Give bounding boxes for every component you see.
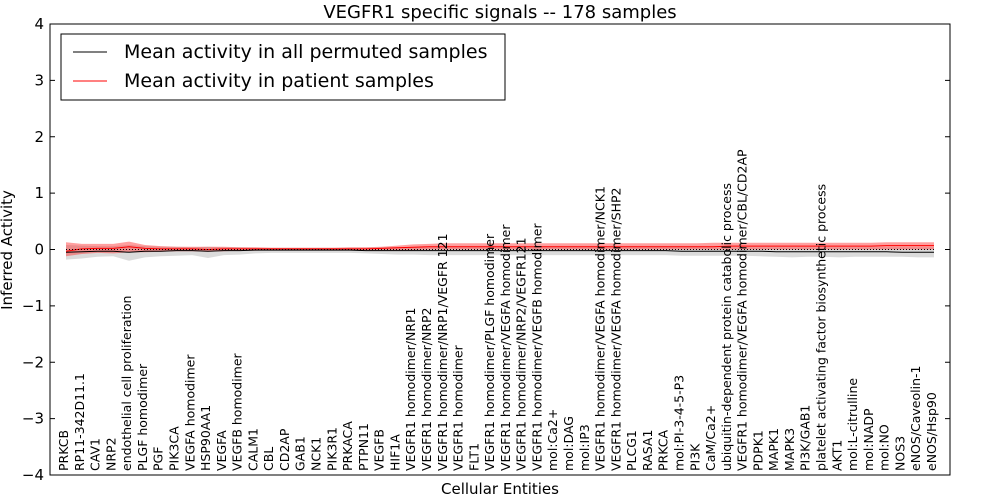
- x-category-label: ubiquitin-dependent protein catabolic pr…: [719, 183, 734, 471]
- series-line-permuted: [65, 249, 934, 253]
- x-category-label: GAB1: [293, 436, 308, 471]
- x-category-label: VEGFR1 homodimer/VEGFA homodimer/CBL/CD2…: [735, 149, 750, 471]
- legend-box: [60, 33, 506, 101]
- x-category-label: VEGFR1 homodimer/VEGFA homodimer/SHP2: [608, 187, 623, 471]
- x-category-label: mol:PI-3-4-5-P3: [672, 375, 687, 471]
- x-category-label: CaM/Ca2+: [703, 405, 718, 471]
- x-category-label: RASA1: [640, 430, 655, 471]
- x-category-label: PGF: [151, 447, 166, 471]
- y-tick-label: −3: [22, 410, 44, 428]
- y-axis: −4 −3 −2 −1 0 1 2 3 4: [22, 15, 950, 484]
- x-category-label: VEGFB homodimer: [230, 352, 245, 471]
- x-category-label: PRKCB: [56, 430, 71, 471]
- x-category-label: CD2AP: [277, 428, 292, 471]
- x-category-label: MAPK1: [766, 428, 781, 471]
- x-category-label: mol:Ca2+: [545, 409, 560, 471]
- y-tick-label: 4: [34, 15, 44, 33]
- y-tick-label: −4: [22, 466, 44, 484]
- x-category-label: PI3K/GAB1: [798, 405, 813, 471]
- x-category-label: AKT1: [829, 440, 844, 471]
- x-category-label: VEGFR1 homodimer/PLGF homodimer: [482, 233, 497, 471]
- x-category-label: PTPN11: [356, 423, 371, 471]
- x-category-label: NOS3: [892, 436, 907, 471]
- x-category-label: VEGFA homodimer: [182, 354, 197, 471]
- y-tick-label: 2: [34, 128, 44, 146]
- x-category-label: HSP90AA1: [198, 405, 213, 471]
- y-tick-label: 3: [34, 71, 44, 89]
- x-category-label: mol:L-citrulline: [845, 378, 860, 471]
- x-category-label: PIK3CA: [167, 426, 182, 471]
- x-category-label: mol:DAG: [561, 416, 576, 471]
- x-category-label: PRKACA: [340, 421, 355, 471]
- x-category-label: CALM1: [245, 428, 260, 471]
- x-category-label: VEGFR1 homodimer/VEGFA homodimer/NCK1: [593, 186, 608, 471]
- legend-label-permuted: Mean activity in all permuted samples: [124, 41, 487, 63]
- y-tick-label: 0: [34, 241, 44, 259]
- y-tick-label: −1: [22, 297, 44, 315]
- legend-label-patient: Mean activity in patient samples: [124, 70, 434, 92]
- x-category-label: VEGFB: [372, 429, 387, 471]
- x-category-label: CBL: [261, 447, 276, 471]
- x-axis-label: Cellular Entities: [441, 480, 559, 498]
- x-category-label: VEGFR1 homodimer/VEGFA homodimer: [498, 224, 513, 471]
- x-category-label: VEGFA: [214, 430, 229, 471]
- x-category-label: PI3K: [687, 443, 702, 471]
- x-category-label: PLCG1: [624, 430, 639, 471]
- x-category-label: PIK3R1: [324, 427, 339, 471]
- x-category-label: FLT1: [466, 443, 481, 471]
- x-category-label: platelet activating factor biosynthetic …: [814, 184, 829, 471]
- x-category-label: mol:NO: [877, 424, 892, 471]
- chart-title: VEGFR1 specific signals -- 178 samples: [323, 2, 676, 23]
- x-category-label: NCK1: [309, 437, 324, 471]
- y-tick-label: −2: [22, 353, 44, 371]
- y-axis-label: Inferred Activity: [0, 190, 16, 310]
- x-category-label: mol:IP3: [577, 424, 592, 471]
- x-category-label: VEGFR1 homodimer: [451, 344, 466, 471]
- x-category-label: RP11-342D11.1: [72, 373, 87, 471]
- x-category-label: VEGFR1 homodimer/NRP1/VEGFR 121: [435, 233, 450, 471]
- x-category-label: eNOS/Caveolin-1: [908, 366, 923, 471]
- x-category-label: PDPK1: [750, 430, 765, 471]
- y-tick-label: 1: [34, 184, 44, 202]
- x-category-label: HIF1A: [387, 434, 402, 471]
- x-category-label: VEGFR1 homodimer/VEGFB homodimer: [530, 223, 545, 471]
- x-category-label: CAV1: [88, 438, 103, 471]
- plot-area-frame: [49, 23, 951, 476]
- x-category-label: VEGFR1 homodimer/NRP2/VEGFR121: [514, 237, 529, 471]
- x-category-label: mol:NADP: [861, 408, 876, 471]
- x-category-label: MAPK3: [782, 428, 797, 471]
- x-category-label: PRKCA: [656, 430, 671, 471]
- x-category-label: endothelial cell proliferation: [119, 296, 134, 471]
- x-category-label: VEGFR1 homodimer/NRP1: [403, 308, 418, 471]
- x-axis-category-labels: PRKCB RP11-342D11.1 CAV1 NRP2 endothelial ce…: [56, 149, 939, 471]
- x-category-label: PLGF homodimer: [135, 363, 150, 471]
- series-lines: [65, 245, 934, 253]
- legend: Mean activity in all permuted samples Me…: [60, 33, 506, 101]
- band-patient: [66, 241, 934, 257]
- x-category-label: eNOS/Hsp90: [924, 392, 939, 471]
- x-category-label: VEGFR1 homodimer/NRP2: [419, 308, 434, 471]
- x-category-label: NRP2: [103, 437, 118, 471]
